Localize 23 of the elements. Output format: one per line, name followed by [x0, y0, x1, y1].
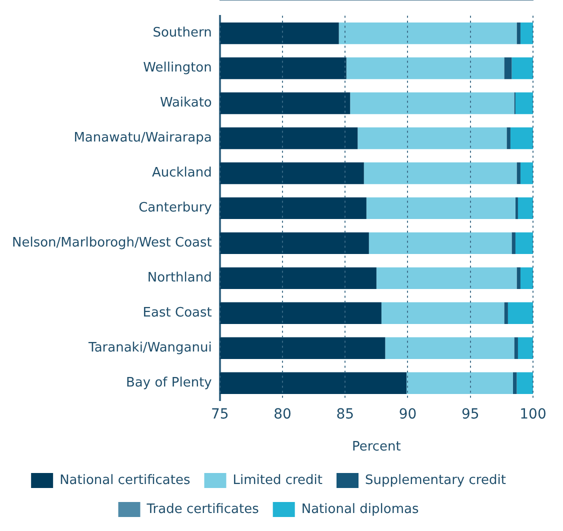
- y-tick-label: Waikato: [160, 96, 212, 111]
- y-tick-label: Bay of Plenty: [126, 375, 212, 390]
- x-tick-label: 85: [336, 406, 354, 423]
- y-tick-label: Canterbury: [138, 200, 212, 216]
- legend-label: Limited credit: [232, 472, 323, 488]
- y-tick-label: Auckland: [152, 166, 212, 181]
- y-tick-label: Wellington: [143, 60, 212, 76]
- y-tick-label: Northland: [147, 270, 212, 286]
- y-tick-label: Southern: [152, 26, 212, 41]
- x-tick-label: 75: [210, 406, 229, 423]
- legend-label: National certificates: [60, 472, 190, 488]
- x-tick-label: 95: [461, 406, 480, 423]
- x-tick-label: 100: [520, 406, 546, 423]
- y-tick-label: Taranaki/Wanganui: [88, 340, 212, 356]
- legend-label: Trade certificates: [146, 502, 260, 517]
- y-tick-label: East Coast: [142, 306, 212, 321]
- y-tick-label: Nelson/Marlborogh/West Coast: [12, 236, 212, 251]
- x-axis-title: Percent: [352, 440, 401, 455]
- x-tick-label: 90: [398, 406, 417, 423]
- x-tick-label: 80: [274, 406, 292, 423]
- legend-label: National diplomas: [301, 502, 419, 517]
- y-tick-label: Manawatu/Wairarapa: [74, 130, 212, 146]
- legend-label: Supplementary credit: [365, 472, 506, 488]
